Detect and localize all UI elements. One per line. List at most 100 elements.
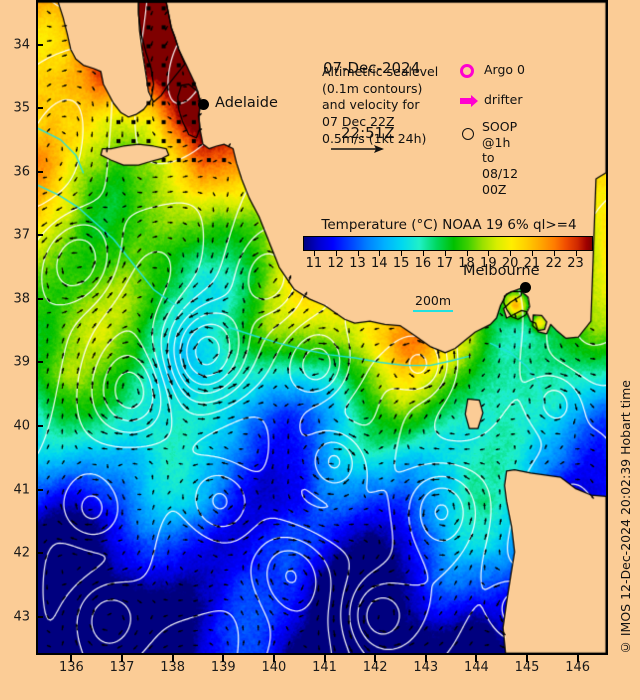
colorbar-tick-15 bbox=[401, 251, 403, 256]
velocity-scale-arrow-icon bbox=[331, 145, 384, 153]
latitude-tick-label-35: 35 bbox=[13, 100, 30, 116]
latitude-tick-label-39: 39 bbox=[13, 354, 30, 370]
info-line-3: and velocity for bbox=[322, 97, 420, 113]
colorbar-label-17: 17 bbox=[436, 256, 453, 271]
colorbar-label-14: 14 bbox=[371, 256, 388, 271]
latitude-tick-mark-34 bbox=[36, 43, 43, 46]
latitude-tick-mark-38 bbox=[36, 297, 43, 300]
latitude-tick-label-42: 42 bbox=[13, 545, 30, 561]
longitude-tick-mark-142 bbox=[374, 655, 377, 662]
colorbar-tick-23 bbox=[575, 251, 577, 256]
latitude-tick-mark-43 bbox=[36, 615, 43, 618]
title-date: 07-Dec-2024 bbox=[323, 58, 421, 77]
latitude-tick-label-38: 38 bbox=[13, 291, 30, 307]
longitude-tick-label-144: 144 bbox=[463, 660, 489, 675]
colorbar-tick-22 bbox=[553, 251, 555, 256]
colorbar-label-11: 11 bbox=[305, 256, 323, 271]
map-frame[interactable] bbox=[36, 0, 608, 655]
colorbar-tick-11 bbox=[313, 251, 315, 256]
longitude-tick-mark-145 bbox=[526, 655, 528, 662]
longitude-tick-mark-138 bbox=[171, 655, 174, 662]
latitude-tick-label-43: 43 bbox=[13, 609, 30, 625]
longitude-tick-mark-143 bbox=[424, 655, 427, 662]
colorbar-gradient bbox=[303, 236, 593, 251]
latitude-tick-mark-39 bbox=[36, 361, 43, 364]
info-line-2: (0.1m contours) bbox=[322, 80, 423, 96]
colorbar-tick-labels: 11 12 13 14 15 16 17 18 19 20 21 22 23 bbox=[303, 256, 593, 274]
longitude-tick-label-141: 141 bbox=[312, 660, 337, 675]
longitude-tick-mark-144 bbox=[475, 655, 478, 662]
colorbar-tick-13 bbox=[357, 251, 359, 256]
longitude-tick-label-138: 138 bbox=[160, 660, 186, 675]
city-dot-melbourne bbox=[519, 281, 531, 293]
latitude-tick-mark-35 bbox=[36, 107, 43, 110]
longitude-tick-label-139: 139 bbox=[210, 660, 236, 675]
drifter-arrow-icon bbox=[460, 95, 478, 107]
longitude-tick-label-146: 146 bbox=[565, 660, 591, 675]
colorbar-tick-12 bbox=[335, 251, 337, 256]
latitude-tick-label-37: 37 bbox=[13, 227, 30, 243]
longitude-tick-mark-140 bbox=[272, 655, 275, 662]
colorbar-label-22: 22 bbox=[545, 256, 563, 271]
colorbar-label-12: 12 bbox=[327, 256, 344, 271]
copyright-notice: © IMOS 12-Dec-2024 20:02:39 Hobart time bbox=[612, 0, 638, 655]
colorbar-tick-18 bbox=[466, 251, 468, 256]
longitude-tick-mark-141 bbox=[323, 655, 326, 662]
longitude-tick-mark-146 bbox=[576, 655, 579, 662]
longitude-tick-mark-139 bbox=[222, 655, 225, 662]
info-line-1: Altimetric sealevel bbox=[322, 64, 439, 79]
longitude-tick-label-140: 140 bbox=[261, 660, 287, 675]
latitude-tick-mark-37 bbox=[36, 234, 43, 237]
colorbar-title: Temperature (°C) NOAA 19 6% ql>=4 bbox=[321, 217, 577, 233]
longitude-tick-label-136: 136 bbox=[59, 660, 84, 675]
soop-label: SOOP @1h to 08/12 00Z bbox=[482, 119, 519, 197]
latitude-tick-label-34: 34 bbox=[13, 37, 30, 52]
drifter-label: drifter bbox=[484, 92, 523, 107]
longitude-tick-label-143: 143 bbox=[413, 660, 439, 675]
depth-contour-label: 200m bbox=[415, 293, 452, 308]
latitude-tick-label-40: 40 bbox=[13, 418, 30, 434]
title-time: 22:51Z bbox=[341, 123, 395, 142]
colorbar-tick-14 bbox=[379, 251, 381, 256]
city-label: Melbourne bbox=[462, 262, 540, 279]
colorbar-label-13: 13 bbox=[349, 256, 366, 271]
colorbar-tick-19 bbox=[488, 251, 490, 256]
longitude-tick-label-137: 137 bbox=[109, 660, 135, 675]
colorbar-label-23: 23 bbox=[567, 256, 584, 271]
latitude-tick-mark-40 bbox=[36, 425, 43, 428]
colorbar-tick-marks bbox=[303, 251, 593, 257]
longitude-tick-mark-137 bbox=[121, 655, 124, 662]
colorbar-label-20: 20 bbox=[501, 256, 519, 271]
latitude-tick-mark-36 bbox=[36, 170, 43, 173]
city-label: Adelaide bbox=[215, 94, 278, 111]
colorbar-tick-17 bbox=[444, 251, 446, 256]
longitude-tick-mark-136 bbox=[70, 655, 73, 662]
argo-ring-icon bbox=[460, 64, 474, 78]
colorbar-tick-20 bbox=[510, 251, 512, 256]
copyright-text: © IMOS 12-Dec-2024 20:02:39 Hobart time bbox=[617, 379, 633, 655]
colorbar-label-16: 16 bbox=[414, 256, 432, 271]
city-marker-melbourne: Melbourne bbox=[463, 263, 540, 279]
colorbar-label-15: 15 bbox=[392, 256, 410, 271]
depth-contour-swatch bbox=[413, 310, 453, 312]
latitude-tick-mark-42 bbox=[36, 552, 43, 555]
longitude-tick-label-142: 142 bbox=[362, 660, 388, 675]
colorbar-label-19: 19 bbox=[480, 256, 497, 271]
city-marker-adelaide: Adelaide bbox=[215, 95, 278, 111]
colorbar-label-18: 18 bbox=[458, 256, 475, 271]
map-title: 07-Dec-2024 22:51Z bbox=[315, 14, 420, 188]
argo-label: Argo 0 bbox=[484, 62, 525, 77]
latitude-tick-label-36: 36 bbox=[13, 164, 30, 180]
info-line-4: 07 Dec 22Z bbox=[322, 113, 395, 129]
soop-ring-icon bbox=[462, 128, 474, 140]
city-dot-adelaide bbox=[198, 98, 210, 110]
info-line-5: 0.5m/s (1kt 24h) bbox=[322, 130, 427, 146]
map-raster-canvas[interactable] bbox=[38, 2, 606, 653]
colorbar-tick-16 bbox=[422, 251, 424, 256]
longitude-tick-label-145: 145 bbox=[514, 660, 540, 675]
latitude-tick-label-41: 41 bbox=[13, 482, 30, 498]
colorbar-label-21: 21 bbox=[523, 256, 541, 271]
info-block: Altimetric sealevel (0.1m contours) and … bbox=[322, 64, 438, 147]
